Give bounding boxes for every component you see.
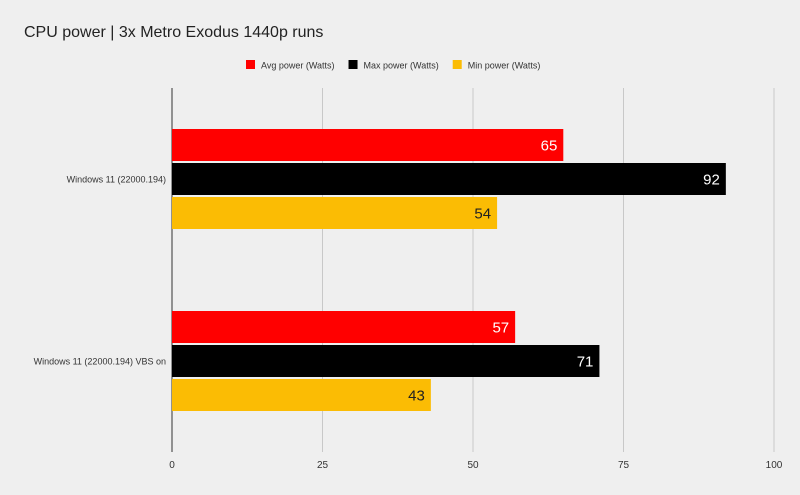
- legend-swatch: [452, 60, 462, 69]
- data-label: 57: [492, 320, 509, 337]
- bar: [172, 163, 726, 195]
- x-tick-label: 25: [317, 460, 329, 471]
- legend-label: Min power (Watts): [468, 61, 541, 71]
- data-label: 54: [474, 206, 491, 223]
- data-label: 92: [703, 172, 720, 189]
- bar: [172, 345, 600, 377]
- bar: [172, 197, 498, 229]
- x-tick-label: 0: [169, 460, 175, 471]
- x-tick-label: 50: [467, 460, 479, 471]
- x-tick-label: 75: [618, 460, 630, 471]
- bar: [172, 379, 431, 411]
- category-label: Windows 11 (22000.194): [67, 175, 166, 185]
- x-tick-label: 100: [766, 460, 783, 471]
- legend-label: Max power (Watts): [364, 61, 439, 71]
- data-label: 43: [408, 388, 425, 405]
- legend-swatch: [246, 60, 255, 69]
- legend-label: Avg power (Watts): [261, 61, 335, 71]
- category-label: Windows 11 (22000.194) VBS on: [34, 357, 166, 367]
- legend-swatch: [348, 60, 358, 69]
- chart-title: CPU power | 3x Metro Exodus 1440p runs: [24, 24, 324, 41]
- bar: [172, 311, 516, 343]
- bar: [172, 129, 564, 161]
- data-label: 65: [541, 138, 558, 155]
- data-label: 71: [577, 354, 594, 371]
